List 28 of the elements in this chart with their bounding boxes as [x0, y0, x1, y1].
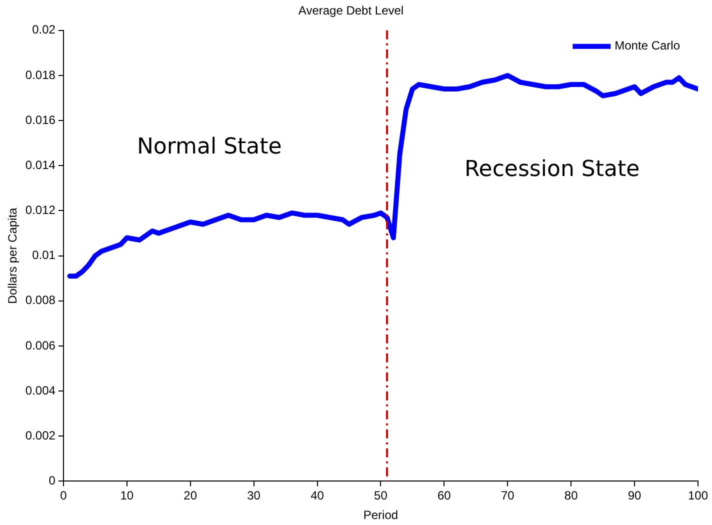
y-tick-label: 0.012: [25, 203, 56, 218]
y-tick-label: 0.016: [25, 112, 56, 127]
x-tick-label: 50: [374, 488, 388, 503]
annotation: Recession State: [464, 156, 640, 182]
x-tick-label: 60: [437, 488, 452, 503]
x-tick-label: 70: [500, 488, 515, 503]
x-tick-label: 30: [247, 488, 261, 503]
chart-title: Average Debt Level: [298, 4, 404, 18]
y-axis-title: Dollars per Capita: [6, 207, 20, 304]
y-tick-label: 0: [48, 474, 56, 488]
y-tick-label: 0.002: [25, 428, 56, 442]
y-tick-label: 0.006: [25, 338, 56, 352]
annotation: Normal State: [136, 134, 282, 160]
x-tick-label: 90: [628, 488, 642, 503]
y-tick-label: 0.018: [25, 68, 56, 82]
x-tick-label: 100: [688, 488, 708, 503]
y-tick-label: 0.004: [25, 383, 56, 398]
y-tick-label: 0.01: [32, 248, 56, 262]
x-tick-label: 80: [564, 488, 578, 503]
x-tick-label: 0: [60, 488, 68, 503]
x-tick-label: 10: [120, 488, 134, 503]
x-tick-label: 20: [184, 488, 198, 503]
x-tick-label: 40: [310, 488, 324, 503]
legend-label: Monte Carlo: [614, 38, 680, 53]
y-tick-label: 0.014: [25, 158, 56, 172]
y-tick-label: 0.02: [32, 22, 56, 37]
y-tick-label: 0.008: [25, 293, 56, 308]
x-axis-title: Period: [363, 508, 398, 522]
